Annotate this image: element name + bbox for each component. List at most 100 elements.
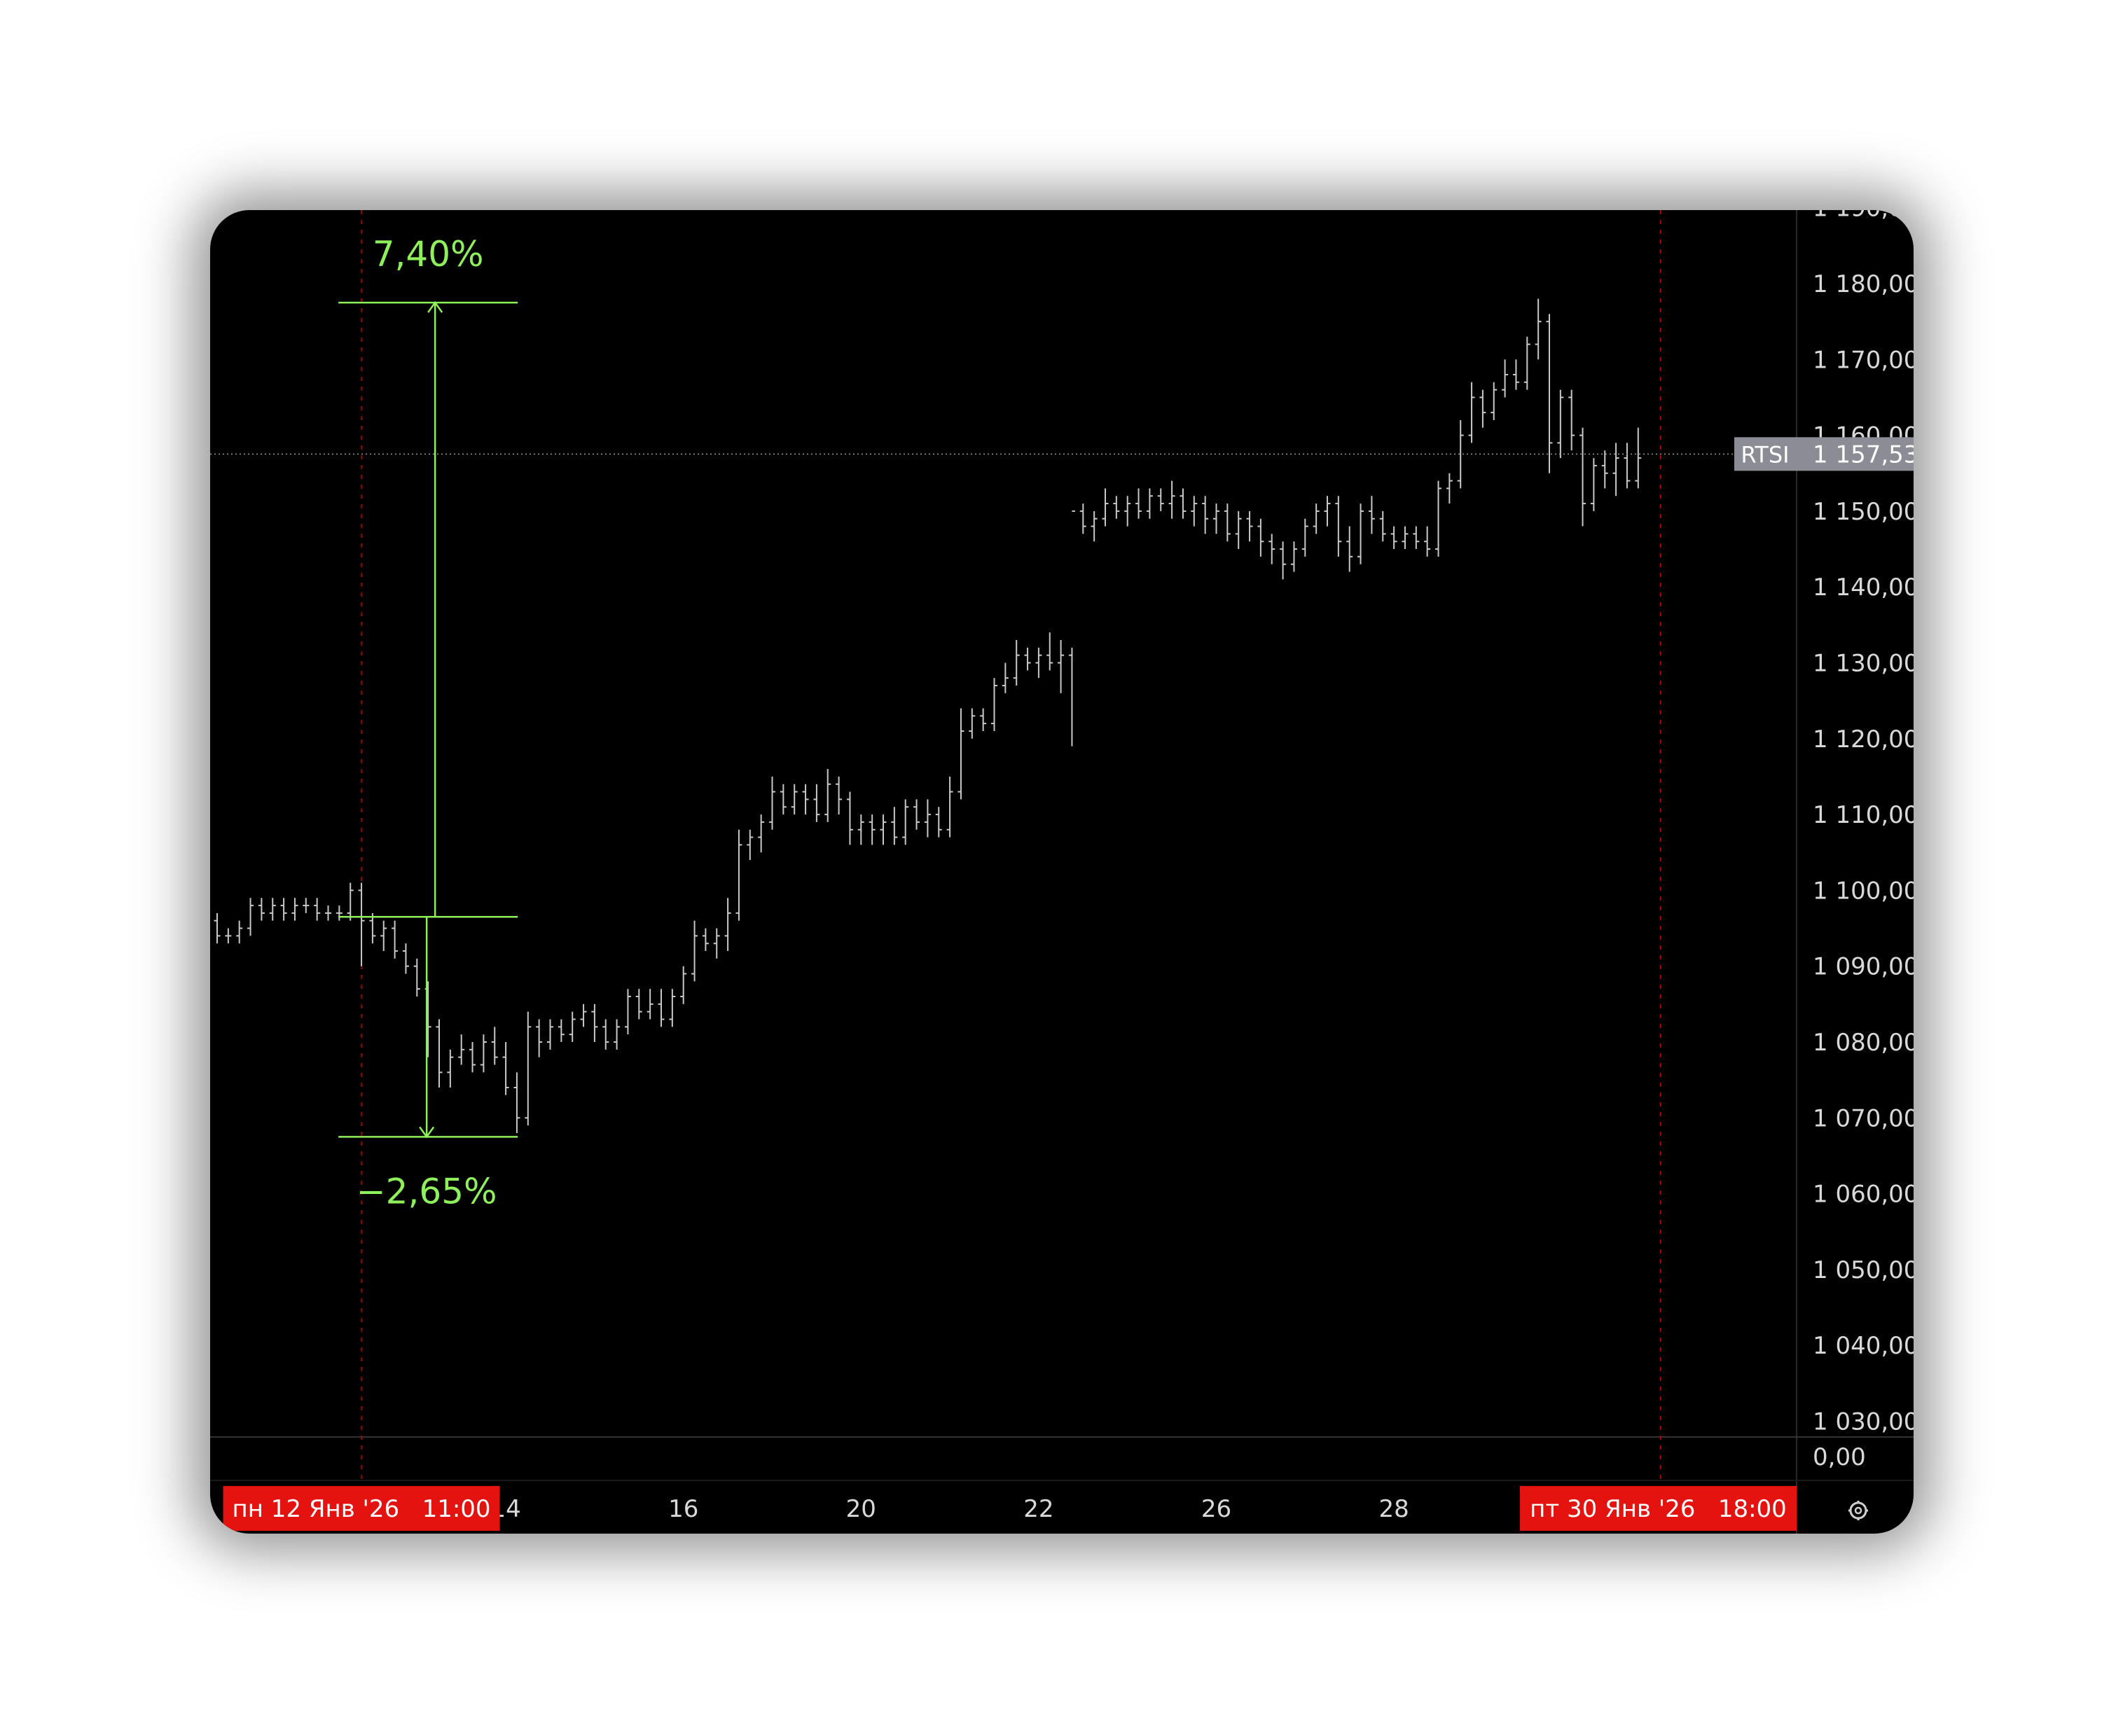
ohlc-bar [225, 928, 232, 944]
price-tick-label: 1 140,00 [1813, 574, 1914, 602]
ohlc-bar [580, 1004, 587, 1027]
ohlc-bar [402, 943, 409, 974]
ohlc-bar [880, 814, 887, 845]
cursor-time-markers: пн 12 Янв '26 11:00 пт 30 Янв '26 18:00 [223, 1486, 1797, 1531]
ohlc-bar [1146, 488, 1153, 519]
ohlc-bar [1091, 511, 1098, 542]
ohlc-bar [258, 898, 265, 921]
cursor-time-label: пт 30 Янв '26 18:00 [1530, 1495, 1787, 1523]
ohlc-bar [1290, 541, 1297, 572]
cursor-time-marker [1520, 1486, 1797, 1531]
ohlc-bar [969, 708, 976, 739]
ohlc-bar [902, 799, 909, 845]
ohlc-bar [646, 989, 654, 1020]
ohlc-bar [1113, 496, 1120, 519]
ohlc-bar [1246, 511, 1253, 542]
ohlc-bar [1268, 534, 1275, 564]
ohlc-bar [1457, 419, 1464, 489]
ohlc-bar [1046, 632, 1053, 671]
ohlc-bar [813, 784, 820, 822]
ohlc-bar [946, 776, 953, 838]
last-price-value: 1 157,53 [1813, 440, 1914, 468]
ohlc-bar [1157, 488, 1164, 511]
ohlc-bar [891, 807, 898, 845]
ohlc-bar [1202, 496, 1209, 534]
ohlc-bar [458, 1034, 465, 1065]
ohlc-bar [369, 912, 376, 944]
ohlc-bar [303, 898, 310, 913]
ohlc-bar [747, 829, 754, 861]
chart-card: 7,40% −2,65% 0,00 1 190,00 1 180,00 1 170,0… [210, 210, 1914, 1534]
volume-axis-label: 0,00 [1813, 1443, 1866, 1471]
ohlc-bar [1612, 443, 1619, 497]
ohlc-bar [869, 814, 876, 845]
measure-up-percent: 7,40% [373, 234, 484, 275]
ohlc-bar [846, 791, 853, 845]
ohlc-bar [1402, 526, 1409, 550]
ohlc-bar [791, 784, 798, 815]
price-tick-label: 1 060,00 [1813, 1181, 1914, 1209]
ohlc-bar [480, 1034, 487, 1073]
ohlc-bar [569, 1011, 576, 1042]
ohlc-bar [635, 989, 642, 1020]
price-axis[interactable]: 0,00 1 190,001 180,001 170,001 160,001 1… [1813, 210, 1914, 1471]
ohlc-bar [413, 958, 420, 997]
ohlc-bar [780, 784, 787, 815]
last-price-badge [1797, 437, 1914, 471]
ohlc-bar [935, 807, 942, 838]
price-tick-label: 1 130,00 [1813, 650, 1914, 678]
price-tick-label: 1 190,00 [1813, 210, 1914, 223]
price-tick-label: 1 080,00 [1813, 1029, 1914, 1057]
ohlc-bar [380, 920, 387, 952]
ohlc-bar [758, 814, 765, 853]
price-tick-label: 1 180,00 [1813, 270, 1914, 298]
ohlc-bar [1135, 488, 1142, 519]
price-tick-label: 1 090,00 [1813, 953, 1914, 981]
ohlc-bar [1446, 473, 1453, 504]
ohlc-bar [1601, 450, 1608, 489]
settings-icon[interactable] [1848, 1501, 1868, 1520]
ohlc-bar [1357, 504, 1364, 564]
ohlc-bar [1368, 496, 1375, 534]
ohlc-bars [214, 298, 1642, 1133]
ohlc-bar [836, 776, 843, 815]
ohlc-bar [1068, 510, 1075, 747]
ohlc-bar [214, 912, 221, 944]
ohlc-bar [1535, 298, 1542, 360]
price-tick-label: 1 070,00 [1813, 1104, 1914, 1132]
ohlc-bar [1301, 518, 1308, 557]
ohlc-bar [502, 1042, 509, 1095]
ohlc-bar [1424, 526, 1431, 557]
ohlc-bar [713, 928, 720, 959]
ohlc-bar [980, 708, 987, 731]
measure-tool[interactable]: 7,40% −2,65% [338, 234, 518, 1211]
price-chart[interactable]: 7,40% −2,65% 0,00 1 190,00 1 180,00 1 170,0… [210, 210, 1914, 1534]
measure-down-percent: −2,65% [357, 1171, 497, 1211]
time-axis[interactable]: 14 16 20 22 26 28 [490, 1495, 1409, 1523]
grid-layer [210, 210, 1914, 1534]
ohlc-bar [802, 784, 809, 815]
ohlc-bar [1635, 427, 1642, 489]
ohlc-bar [1002, 662, 1009, 693]
ohlc-bar [1390, 526, 1397, 550]
ohlc-bar [724, 898, 731, 952]
price-tick-label: 1 120,00 [1813, 725, 1914, 754]
ohlc-bar [1013, 640, 1020, 686]
ohlc-bar [1346, 526, 1353, 572]
crosshair-layer [361, 210, 1661, 1480]
last-price-badges: 1 157,53 RTSI [1734, 437, 1914, 471]
ohlc-bar [1435, 480, 1441, 557]
ohlc-bar [1257, 518, 1264, 557]
price-tick-label: 1 030,00 [1813, 1408, 1914, 1436]
ohlc-bar [658, 989, 665, 1027]
ohlc-bar [702, 928, 709, 952]
measure-down-arrowhead [419, 1126, 435, 1139]
ohlc-bar [291, 898, 298, 921]
ohlc-bar [547, 1019, 553, 1050]
ohlc-bar [269, 898, 276, 921]
ohlc-bar [1579, 427, 1586, 527]
ohlc-bar [957, 708, 964, 800]
ohlc-bar [314, 898, 321, 921]
ohlc-bar [1124, 496, 1131, 527]
ohlc-bar [614, 1019, 621, 1050]
